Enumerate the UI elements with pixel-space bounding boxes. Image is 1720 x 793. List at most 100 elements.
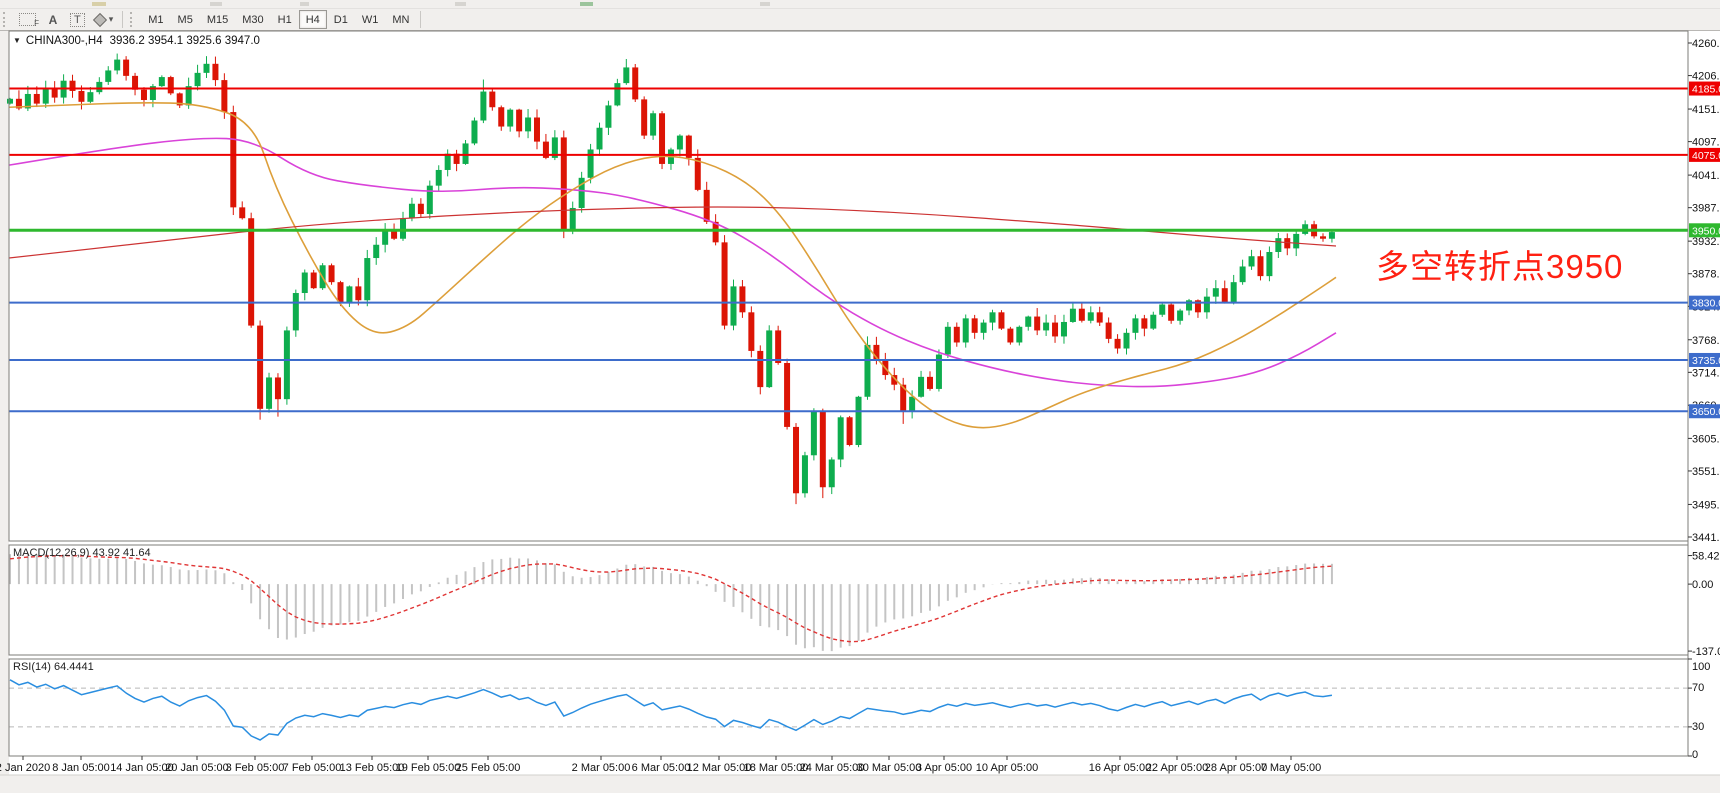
candle [400,218,407,239]
symbol-period-label: CHINA300-,H4 [25,35,103,47]
macd-axis-label: 0.00 [1692,579,1713,591]
ohlc-values: 3936.2 3954.1 3925.6 3947.0 [109,35,260,47]
toolbar-grip[interactable] [130,12,137,27]
candle [935,354,942,389]
y-axis-label: 3605.0 [1692,433,1720,445]
candle [498,107,505,127]
timeframe-button-m15[interactable]: M15 [200,10,235,29]
candle [1239,266,1246,283]
x-axis-label: 3 Feb 05:00 [226,762,285,774]
rsi-axis-label: 30 [1692,721,1704,733]
candle [864,344,871,397]
letter-a-icon: A [48,12,58,27]
candle [426,185,433,215]
candle [239,207,246,219]
y-axis-label: 3932.0 [1692,236,1720,248]
left-margin [0,31,9,775]
drawing-tools-button[interactable]: ▾ [90,10,119,29]
candle [1016,326,1023,343]
panel-divider[interactable] [9,655,1688,659]
candle [560,137,567,231]
candle [408,203,415,219]
timeframe-button-m30[interactable]: M30 [235,10,270,29]
timeframe-button-h4[interactable]: H4 [298,10,327,29]
candle [185,86,192,106]
candle [873,344,880,361]
chart-text-annotation[interactable]: 多空转折点3950 [1376,248,1624,285]
timeframe-button-d1[interactable]: D1 [327,10,355,29]
grid-icon [19,13,36,26]
candle [417,203,424,215]
chart-title: ▼ CHINA300-,H4 3936.2 3954.1 3925.6 3947.0 [13,35,260,47]
price-tag [1689,147,1720,162]
candle [614,83,621,106]
candle [123,59,130,76]
window-top-remnant [300,2,309,6]
candle [69,80,76,91]
x-axis-label: 6 Mar 05:00 [632,762,691,774]
y-axis-label: 3987.5 [1692,203,1720,215]
candle [435,169,442,186]
x-axis-label: 12 Mar 05:00 [687,762,752,774]
candle [641,99,648,136]
timeframe-buttons: M1 M5 M15 M30 H1 H4 D1 W1 MN [141,9,416,30]
price-tag [1689,295,1720,310]
candle [382,230,389,245]
timeframe-button-m1[interactable]: M1 [141,10,170,29]
candle [1168,304,1175,321]
y-axis-label: 4041.5 [1692,170,1720,182]
x-axis-label: 10 Apr 05:00 [976,762,1038,774]
candle [703,189,710,222]
timeframe-button-w1[interactable]: W1 [355,10,386,29]
timeframe-button-h1[interactable]: H1 [271,10,299,29]
candle [1114,338,1121,349]
candle [114,59,121,71]
candle [87,92,94,102]
candle [623,67,630,84]
chart-dropdown-icon[interactable]: ▼ [13,36,21,45]
rsi-line [9,679,1333,741]
candle [1293,233,1300,249]
candle [775,330,782,363]
window-top-remnant [580,2,593,6]
x-axis-label: 25 Feb 05:00 [456,762,521,774]
candle [801,455,808,494]
candle [1052,322,1059,337]
candle [739,286,746,313]
candle [462,143,469,164]
candle [918,376,925,397]
candle [1123,332,1130,349]
x-axis-label: 28 Apr 05:00 [1205,762,1267,774]
x-axis-label: 19 Feb 05:00 [396,762,461,774]
candle [1007,328,1014,343]
candle [230,112,237,208]
y-axis-label: 4151.0 [1692,104,1720,116]
candle [221,80,228,113]
price-tag-label: 3830.0 [1692,298,1720,310]
timeframe-button-m5[interactable]: M5 [171,10,200,29]
candle [212,63,219,81]
panel-divider[interactable] [9,541,1688,545]
candle [453,153,460,164]
candle [1150,314,1157,329]
timeframe-button-mn[interactable]: MN [385,10,416,29]
x-axis-label: 2 Jan 2020 [0,762,50,774]
x-axis-label: 7 Feb 05:00 [283,762,342,774]
candle [516,109,523,132]
candle [203,63,210,73]
toolbar-grip[interactable] [3,12,10,27]
macd-indicator-label: MACD(12,26,9) 43.92 41.64 [13,547,151,559]
text-box-button[interactable]: T [65,10,90,29]
window-bottom-strip [0,775,1720,793]
candle [1257,256,1264,277]
candle [900,384,907,412]
candle [1132,318,1139,333]
candle [310,272,317,289]
window-top-remnant [92,2,106,6]
price-tag [1689,352,1720,367]
candle [596,127,603,150]
x-axis-label: 16 Apr 05:00 [1089,762,1151,774]
snap-grid-button[interactable]: F [14,10,41,29]
text-label-button[interactable]: A [41,10,65,29]
candle [471,120,478,144]
